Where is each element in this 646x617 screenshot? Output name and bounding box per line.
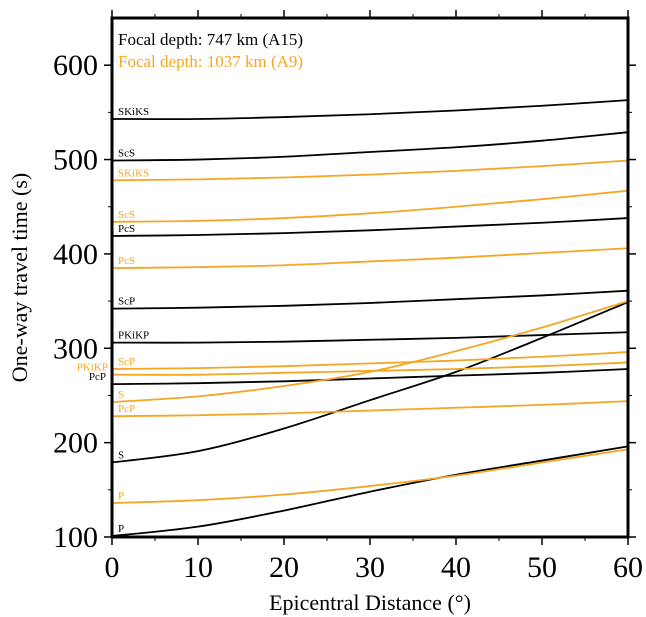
phase-label-pcs-a15: PcS [118, 223, 135, 235]
series-line-scs-a9 [111, 189, 629, 223]
x-tick-label: 30 [355, 551, 385, 584]
phase-label-pcp-a9: PcP [118, 403, 135, 415]
series-line-pcp-a9 [111, 400, 629, 418]
y-tick-label: 300 [53, 332, 98, 365]
phase-label-p-a15: P [118, 523, 124, 535]
y-tick-label: 400 [53, 238, 98, 271]
phase-label-s-a15: S [118, 449, 124, 461]
legend: Focal depth: 747 km (A15) Focal depth: 10… [118, 30, 303, 71]
y-axis-ticks: 100 200 300 400 500 600 [53, 49, 636, 554]
y-tick-label: 500 [53, 144, 98, 177]
series-line-pcp-a15 [111, 368, 629, 386]
phase-label-skiks-a15: SKiKS [118, 106, 149, 118]
x-tick-label: 0 [105, 551, 120, 584]
legend-entry: Focal depth: 1037 km (A9) [118, 52, 303, 71]
phase-label-scp-a9: ScP [118, 356, 135, 368]
phase-label-pkikp-a15: PKiKP [118, 330, 149, 342]
legend-entry: Focal depth: 747 km (A15) [118, 30, 303, 49]
series-line-s-a15 [111, 301, 629, 464]
x-axis-ticks: 0 10 20 30 40 50 60 [105, 10, 643, 584]
series-line-pcs-a15 [111, 217, 629, 237]
x-tick-label: 10 [183, 551, 213, 584]
series-line-scp-a15 [111, 289, 629, 310]
phase-label-skiks-a9: SKiKS [118, 167, 149, 179]
phase-label-p-a9: P [118, 490, 124, 502]
plot-frame [110, 16, 630, 539]
y-tick-label: 100 [53, 521, 98, 554]
series-line-pkikp-a15 [111, 331, 629, 344]
series-lines [111, 99, 629, 537]
phase-label-pcs-a9: PcS [118, 255, 135, 267]
series-line-pkikp-a9 [111, 361, 629, 376]
x-tick-label: 20 [269, 551, 299, 584]
series-line-p-a9 [111, 448, 629, 504]
x-tick-label: 50 [527, 551, 557, 584]
series-line-s-a9 [111, 300, 629, 403]
y-axis-title: One-way travel time (s) [7, 173, 32, 383]
series-line-skiks-a15 [111, 99, 629, 121]
phase-label-pcp-a15: PcP [89, 371, 106, 383]
series-line-skiks-a9 [111, 159, 629, 182]
y-tick-label: 200 [53, 427, 98, 460]
series-line-scs-a15 [111, 131, 629, 162]
series-line-scp-a9 [111, 351, 629, 370]
phase-label-scp-a15: ScP [118, 296, 135, 308]
series-line-p-a15 [111, 445, 629, 537]
x-tick-label: 40 [441, 551, 471, 584]
series-line-pcs-a9 [111, 247, 629, 269]
phase-label-scs-a15: ScS [118, 147, 135, 159]
y-tick-label: 600 [53, 49, 98, 82]
x-axis-title: Epicentral Distance (°) [269, 590, 471, 615]
phase-label-scs-a9: ScS [118, 209, 135, 221]
phase-label-s-a9: S [118, 389, 124, 401]
phase-label-pkikp-a9: PKiKP [77, 362, 108, 374]
x-tick-label: 60 [613, 551, 643, 584]
